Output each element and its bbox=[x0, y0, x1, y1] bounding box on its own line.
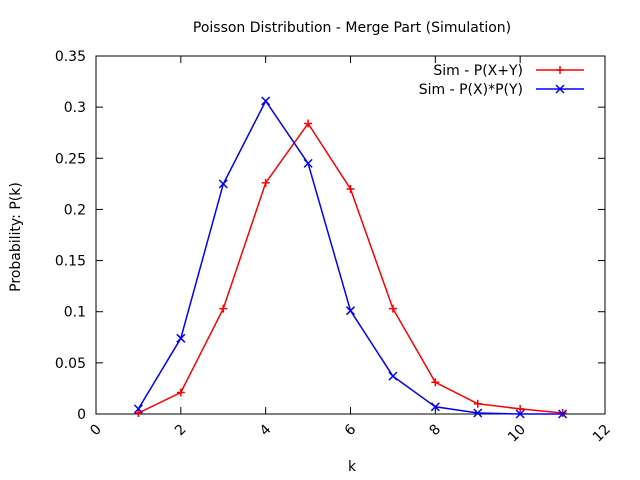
legend-marker bbox=[555, 84, 565, 94]
series-line bbox=[137, 99, 563, 415]
plot-area bbox=[95, 55, 606, 415]
cross-marker bbox=[133, 404, 143, 414]
data-point bbox=[176, 333, 186, 343]
data-point bbox=[473, 408, 483, 418]
x-tick-label: 4 bbox=[257, 421, 275, 439]
series-2 bbox=[133, 96, 568, 419]
x-tick-label: 12 bbox=[590, 422, 614, 446]
legend-label: Sim - P(X+Y) bbox=[433, 63, 523, 79]
data-point bbox=[304, 119, 313, 128]
data-point bbox=[388, 304, 397, 313]
data-point bbox=[430, 402, 440, 412]
y-tick-label: 0.15 bbox=[55, 254, 86, 270]
cross-marker bbox=[558, 409, 568, 419]
cross-marker bbox=[218, 179, 228, 189]
series-1 bbox=[134, 119, 567, 417]
x-tick-label: 2 bbox=[172, 422, 190, 440]
data-point bbox=[261, 178, 270, 187]
y-tick-label: 0.3 bbox=[64, 100, 86, 116]
cross-marker bbox=[388, 371, 398, 381]
cross-marker bbox=[345, 306, 356, 316]
legend-marker bbox=[556, 66, 564, 74]
y-tick-label: 0 bbox=[77, 407, 86, 423]
y-tick-label: 0.2 bbox=[64, 202, 86, 218]
cross-marker bbox=[176, 333, 186, 343]
x-tick-label: 8 bbox=[427, 422, 445, 440]
plot-frame bbox=[95, 55, 606, 415]
data-point bbox=[261, 96, 271, 106]
cross-marker bbox=[430, 402, 440, 412]
legend: Sim - P(X+Y) Sim - P(X)*P(Y) bbox=[419, 63, 584, 98]
data-point bbox=[516, 404, 525, 413]
data-point bbox=[176, 388, 185, 397]
data-point bbox=[558, 409, 568, 419]
data-point bbox=[134, 408, 143, 417]
y-axis-label: Probability: P(k) bbox=[8, 182, 24, 292]
y-tick-label: 0.05 bbox=[55, 356, 86, 372]
x-tick-label: 10 bbox=[505, 422, 529, 446]
y-tick-label: 0.25 bbox=[55, 151, 86, 167]
x-tick-label: 0 bbox=[87, 422, 105, 440]
data-point bbox=[473, 399, 482, 408]
cross-marker bbox=[515, 409, 525, 419]
cross-marker bbox=[473, 408, 483, 418]
series-line bbox=[138, 122, 563, 414]
data-point bbox=[345, 306, 356, 316]
y-tick-label: 0.35 bbox=[55, 49, 86, 65]
chart-title: Poisson Distribution - Merge Part (Simul… bbox=[193, 20, 511, 36]
cross-marker bbox=[261, 96, 271, 106]
legend-label: Sim - P(X)*P(Y) bbox=[419, 82, 523, 98]
x-tick-label: 6 bbox=[342, 421, 360, 439]
data-point bbox=[515, 409, 525, 419]
data-point bbox=[431, 378, 440, 387]
axis-ticks: 0 0.05 0.1 0.15 0.2 0.25 0.3 0.35 0 2 4 6 8 10 12 bbox=[55, 49, 614, 445]
data-point bbox=[346, 184, 355, 193]
data-point bbox=[218, 179, 228, 189]
y-tick-label: 0.1 bbox=[64, 305, 86, 321]
data-point bbox=[219, 304, 228, 313]
x-axis-label: k bbox=[348, 459, 357, 475]
cross-marker bbox=[555, 84, 565, 94]
cross-marker bbox=[303, 158, 313, 168]
series-group bbox=[133, 96, 568, 419]
data-point bbox=[133, 404, 143, 414]
data-point bbox=[303, 158, 313, 168]
data-point bbox=[388, 371, 398, 381]
